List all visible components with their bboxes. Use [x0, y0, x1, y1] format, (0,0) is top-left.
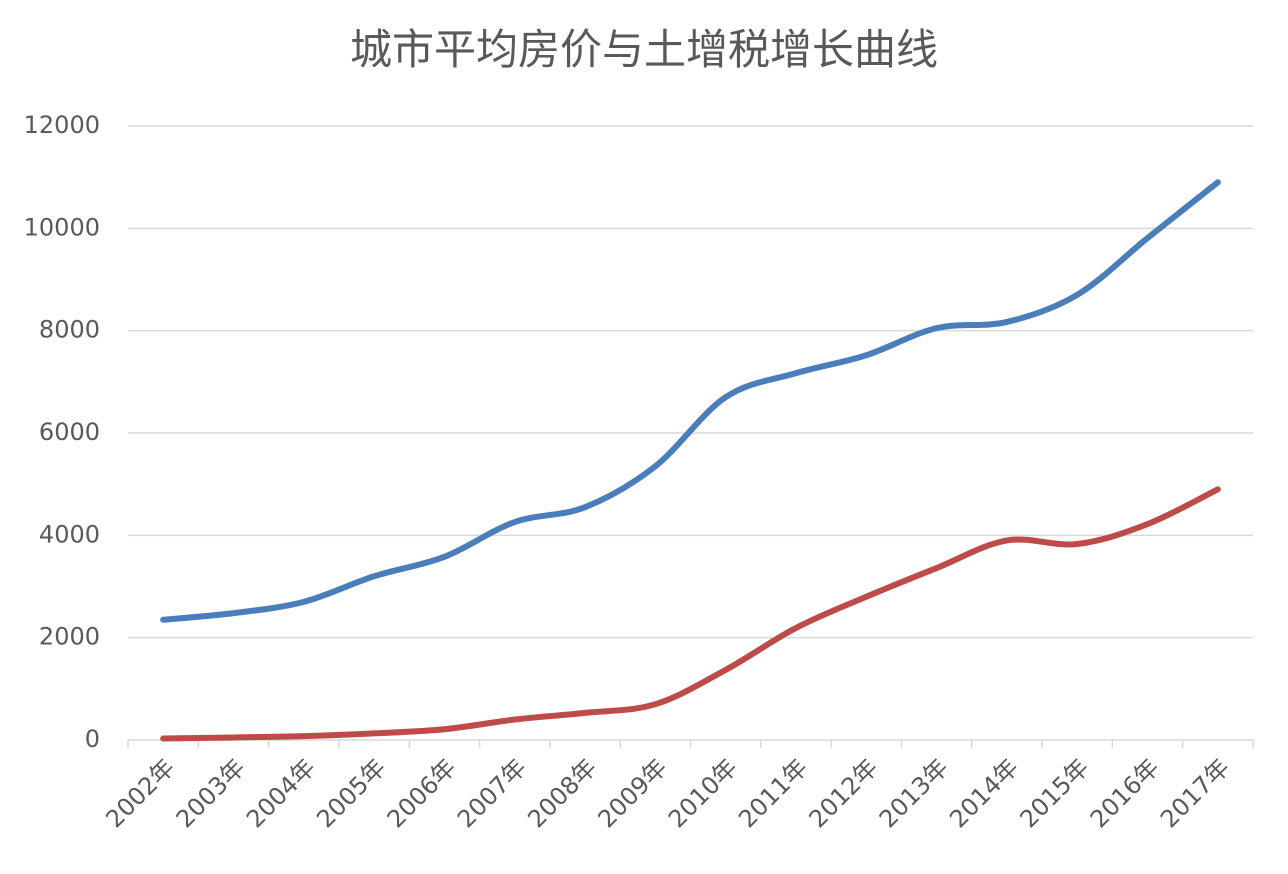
- x-tick-label: 2007年: [452, 753, 532, 833]
- x-tick-label: 2016年: [1085, 753, 1165, 833]
- y-tick-label: 12000: [24, 111, 100, 139]
- x-tick-label: 2017年: [1155, 753, 1235, 833]
- x-tick-label: 2013年: [874, 753, 954, 833]
- series-line: [160, 179, 1221, 623]
- x-tick-label: 2003年: [171, 753, 251, 833]
- y-tick-label: 6000: [39, 418, 100, 446]
- y-tick-label: 2000: [39, 623, 100, 651]
- x-tick-label: 2004年: [241, 753, 321, 833]
- y-tick-label: 0: [85, 725, 100, 753]
- chart-title: 城市平均房价与土增税增长曲线: [350, 25, 938, 74]
- x-tick-label: 2015年: [1014, 753, 1094, 833]
- y-tick-label: 4000: [39, 520, 100, 548]
- x-tick-label: 2009年: [593, 753, 673, 833]
- x-tick-label: 2014年: [944, 753, 1024, 833]
- x-tick-label: 2006年: [382, 753, 462, 833]
- y-tick-label: 10000: [24, 213, 100, 241]
- series-line: [160, 486, 1221, 742]
- x-tick-label: 2012年: [804, 753, 884, 833]
- x-tick-label: 2008年: [522, 753, 602, 833]
- x-tick-label: 2011年: [733, 753, 813, 833]
- x-tick-label: 2010年: [663, 753, 743, 833]
- x-tick-label: 2005年: [311, 753, 391, 833]
- x-tick-label: 2002年: [100, 753, 180, 833]
- y-tick-label: 8000: [39, 316, 100, 344]
